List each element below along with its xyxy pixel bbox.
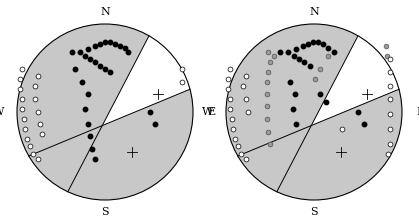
Text: W: W <box>202 107 214 117</box>
Polygon shape <box>17 24 149 192</box>
Text: N: N <box>309 7 319 17</box>
Polygon shape <box>238 89 402 200</box>
Text: E: E <box>207 107 215 117</box>
Text: W: W <box>0 107 5 117</box>
Polygon shape <box>226 24 358 192</box>
Text: S: S <box>310 207 318 217</box>
Polygon shape <box>29 89 193 200</box>
Text: S: S <box>101 207 109 217</box>
Text: E: E <box>416 107 419 117</box>
Text: N: N <box>100 7 110 17</box>
